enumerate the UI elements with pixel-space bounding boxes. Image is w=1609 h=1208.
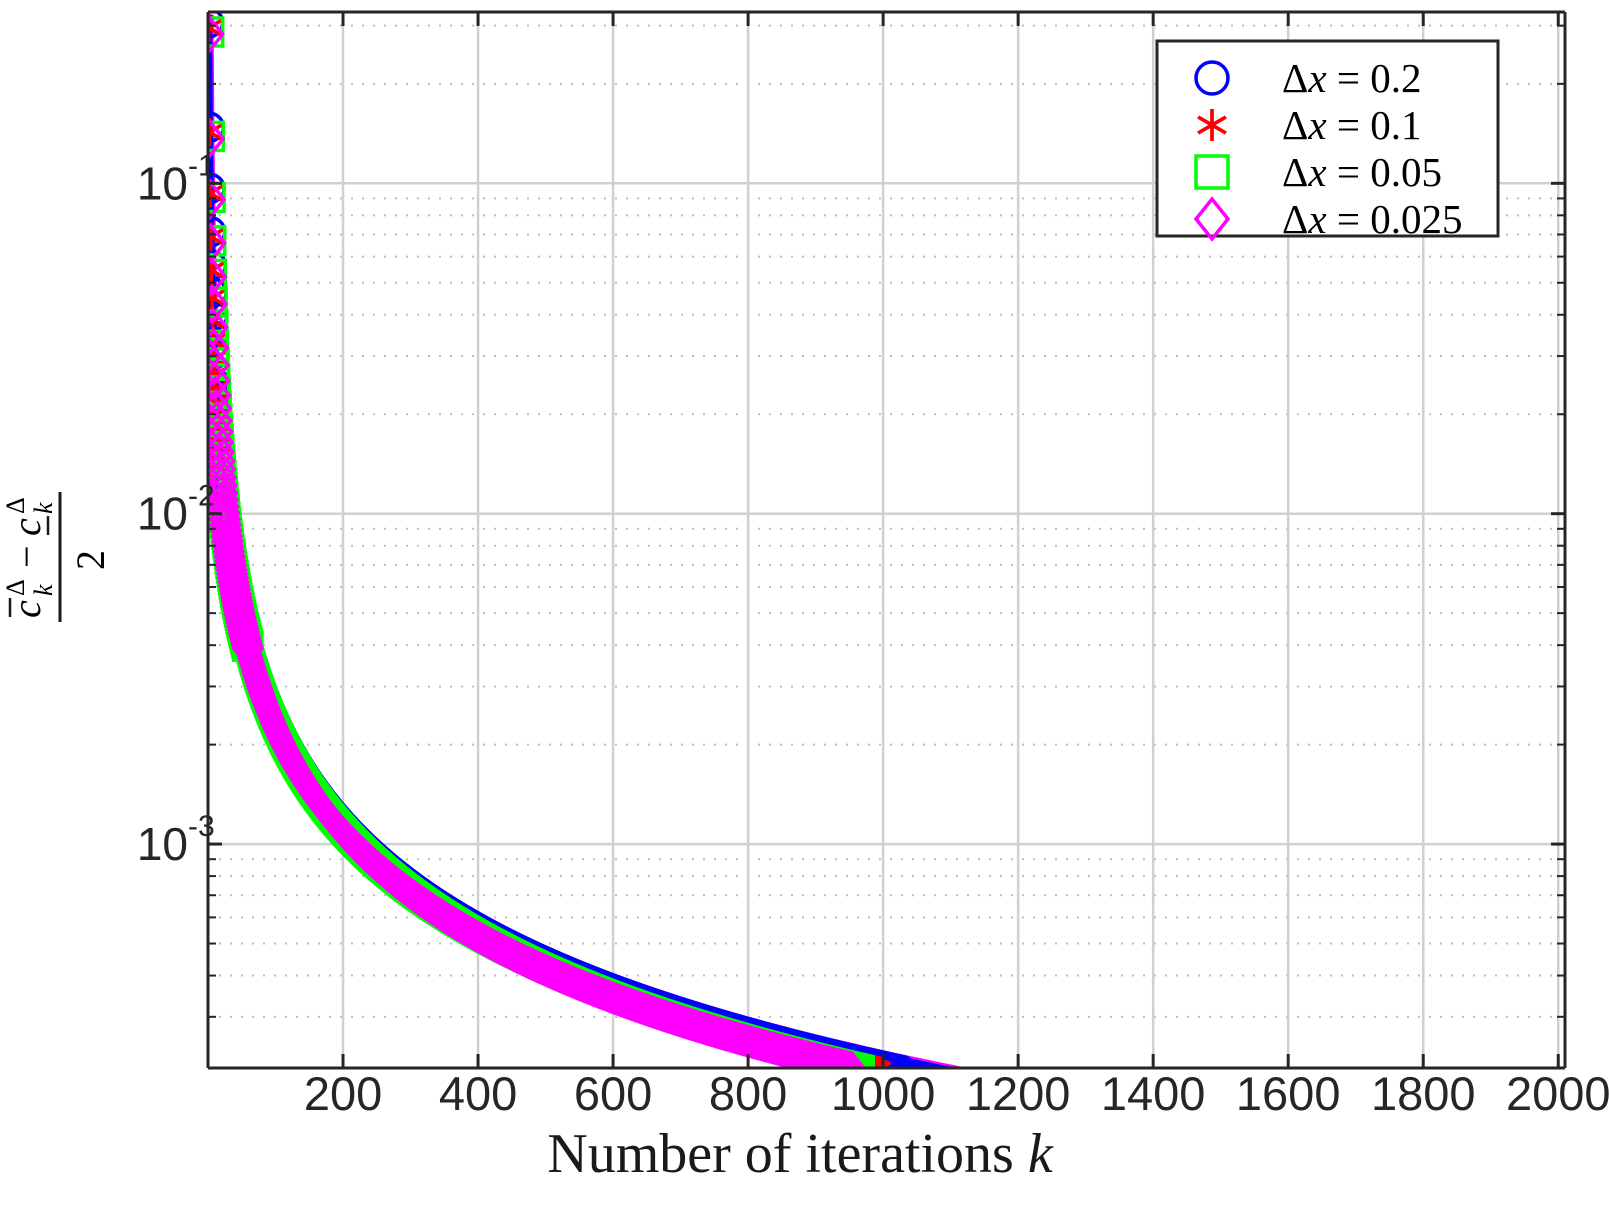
y-axis-title: cΔ k−cΔ k2 xyxy=(1,492,113,622)
x-tick-label: 1400 xyxy=(1101,1067,1206,1120)
x-tick-label: 1200 xyxy=(966,1067,1071,1120)
legend-entry[interactable]: Δx = 0.05 xyxy=(1194,149,1442,195)
series-markers xyxy=(208,12,916,1068)
x-tick-label: 800 xyxy=(709,1067,787,1120)
legend-marker-diamond xyxy=(1193,196,1231,242)
x-axis-title: Number of iterations k xyxy=(547,1123,1054,1185)
legend-marker-square xyxy=(1194,154,1230,190)
axis-ticks xyxy=(208,12,1565,1068)
x-tick-labels: 200 400 600 800 1000 1200 1400 1600 1800 2000 xyxy=(304,1067,1609,1120)
legend-marker-circle xyxy=(1194,60,1230,96)
x-tick-label: 200 xyxy=(304,1067,382,1120)
legend-label: Δx = 0.2 xyxy=(1282,55,1421,101)
major-gridlines xyxy=(208,12,1565,1068)
x-tick-label: 2000 xyxy=(1506,1067,1609,1120)
x-tick-label: 1600 xyxy=(1236,1067,1341,1120)
y-tick-label: 10 -2 xyxy=(137,480,215,540)
x-tick-label: 600 xyxy=(574,1067,652,1120)
legend-entry[interactable]: Δx = 0.1 xyxy=(1197,102,1421,148)
x-tick-label: 400 xyxy=(439,1067,517,1120)
x-tick-label: 1000 xyxy=(831,1067,936,1120)
legend-label: Δx = 0.05 xyxy=(1282,149,1442,195)
legend-entry[interactable]: Δx = 0.025 xyxy=(1193,196,1462,242)
legend-label: Δx = 0.1 xyxy=(1282,102,1421,148)
y-tick-label: 10 -1 xyxy=(137,149,215,209)
y-tick-label: 10 -3 xyxy=(137,810,215,870)
x-tick-label: 1800 xyxy=(1371,1067,1476,1120)
legend-marker-asterisk xyxy=(1197,109,1227,141)
y-axis-title-formula: cΔ k−cΔ k2 xyxy=(1,492,113,622)
legend-entry[interactable]: Δx = 0.2 xyxy=(1194,55,1421,101)
x-axis-title-text: Number of iterations k xyxy=(547,1123,1054,1185)
legend-label: Δx = 0.025 xyxy=(1282,196,1462,242)
y-tick-labels: 10-1 10-2 10-3 xyxy=(137,149,215,870)
axes-box xyxy=(206,10,1567,1070)
